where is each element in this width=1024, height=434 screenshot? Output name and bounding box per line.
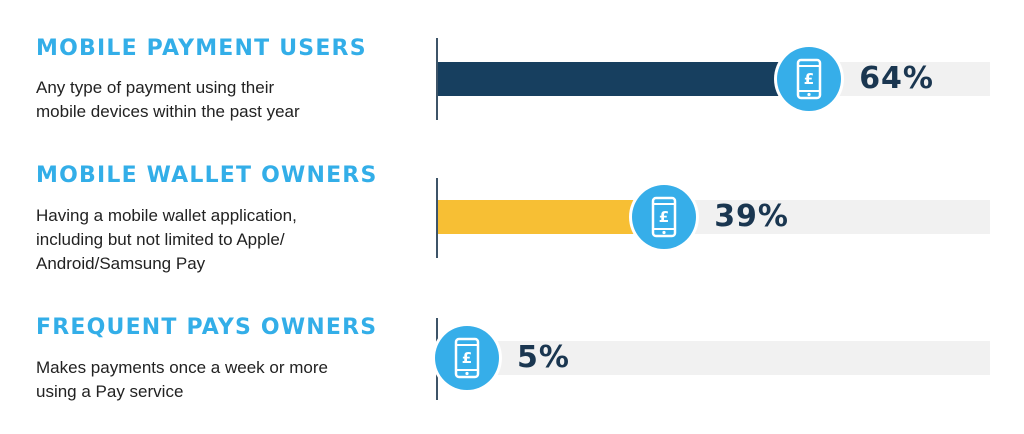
row-title: FREQUENT PAYS OWNERS [36,315,378,340]
pound-symbol: £ [804,70,814,88]
phone-glyph: £ [454,337,480,379]
bar-track [438,62,990,96]
description-line: Having a mobile wallet application, [36,206,297,225]
bar-value-label: 39% [714,199,789,234]
bar-value-label: 64% [859,61,934,96]
phone-glyph: £ [796,58,822,100]
row-description: Any type of payment using their mobile d… [36,76,416,124]
bar-track [438,200,990,234]
bar-value-label: 5% [517,340,570,375]
description-line: using a Pay service [36,382,184,401]
mobile-phone-pound-icon: £ [435,326,499,390]
row-description: Having a mobile wallet application, incl… [36,204,416,276]
description-line: mobile devices within the past year [36,102,300,121]
description-line: including but not limited to Apple/ [36,230,285,249]
axis-line [436,38,438,120]
description-line: Any type of payment using their [36,78,275,97]
phone-glyph: £ [651,196,677,238]
axis-line [436,178,438,258]
row-description: Makes payments once a week or more using… [36,356,416,404]
row-title: MOBILE WALLET OWNERS [36,163,378,188]
mobile-phone-pound-icon: £ [777,47,842,111]
description-line: Android/Samsung Pay [36,254,206,273]
bar-fill [438,200,665,234]
pound-symbol: £ [659,208,669,226]
pound-symbol: £ [462,349,472,367]
row-title: MOBILE PAYMENT USERS [36,36,367,61]
bar-fill [438,62,810,96]
mobile-phone-pound-icon: £ [632,185,697,249]
description-line: Makes payments once a week or more [36,358,328,377]
